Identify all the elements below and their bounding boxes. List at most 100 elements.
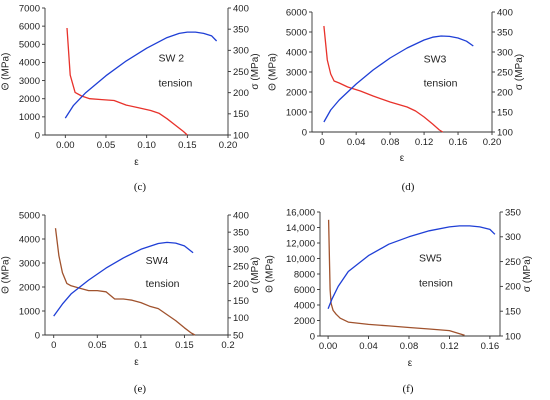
x-tick-label: 0.04 [359,341,378,352]
left-tick-label: 4000 [19,234,40,245]
left-tick-label: 2000 [294,316,315,327]
x-tick-label: 0.15 [178,140,197,151]
x-axis-label: ε [134,357,139,368]
stress-curve [64,31,218,119]
x-tick-label: 0.08 [381,137,400,148]
left-tick-label: 0 [302,127,307,138]
right-tick-label: 200 [233,88,249,99]
right-tick-label: 350 [233,227,249,238]
left-tick-label: 7000 [19,3,40,14]
right-tick-label: 400 [233,3,249,14]
chart-panel-c: 0.00 0.05 0.10 0.15 0.20 0 1000 2000 3000 4000 500… [1,3,261,193]
right-tick-label: 50 [233,330,244,341]
annotation-text: tension [424,77,458,89]
x-tick-label: 0.00 [56,140,75,151]
panel-caption: (d) [402,181,415,193]
annotation-text: SW3 [424,53,447,65]
left-tick-label: 0 [310,331,315,342]
x-tick-label: 0.05 [88,340,107,351]
left-tick-label: 3000 [286,67,307,78]
right-tick-label: 350 [233,24,249,35]
x-tick-label: 0 [51,340,56,351]
annotation-text: SW 2 [158,52,184,64]
right-axis-label: σ (MPa) [250,53,261,89]
stress-curve [323,35,474,123]
right-tick-label: 150 [505,307,521,318]
right-tick-label: 200 [497,87,513,98]
x-tick-label: 0 [320,137,325,148]
left-tick-label: 4000 [19,58,40,69]
right-tick-label: 300 [497,47,513,58]
right-tick-label: 400 [497,7,513,18]
chart-panel-e: 0 0.05 0.1 0.15 0.2 0 1000 2000 3000 4000 5000 50 10… [1,210,261,395]
left-tick-label: 5000 [286,27,307,38]
left-axis-label: Θ (MPa) [1,53,12,91]
annotation-text: tension [146,278,180,290]
annotation-text: tension [419,277,453,289]
right-tick-label: 350 [505,207,521,218]
right-tick-label: 250 [505,257,521,268]
x-axis-label: ε [400,153,405,164]
right-tick-label: 150 [233,296,249,307]
right-tick-label: 100 [497,127,513,138]
x-tick-label: 0.00 [319,341,338,352]
left-tick-label: 16,000 [286,207,315,218]
right-tick-label: 350 [497,27,513,38]
right-tick-label: 400 [233,210,249,221]
x-tick-label: 0.16 [449,137,468,148]
x-tick-label: 0.2 [221,340,234,351]
left-tick-label: 6000 [19,21,40,32]
chart-panel-f: 0.00 0.04 0.08 0.12 0.16 0 2000 4000 6000 8000 10,… [264,207,533,395]
x-tick-label: 0.04 [347,137,366,148]
left-tick-label: 4000 [286,47,307,58]
left-tick-label: 2000 [286,87,307,98]
left-tick-label: 1000 [286,107,307,118]
right-tick-label: 200 [505,282,521,293]
right-tick-label: 300 [505,232,521,243]
left-tick-label: 2000 [19,94,40,105]
left-tick-label: 10,000 [286,254,315,265]
annotation-text: SW5 [419,253,442,265]
right-axis-label: σ (MPa) [514,54,525,90]
left-axis-label: Θ (MPa) [268,53,279,91]
left-tick-label: 1000 [19,306,40,317]
x-axis-label: ε [408,358,413,369]
theta-curve [323,25,444,133]
left-axis-label: Θ (MPa) [1,256,12,294]
right-tick-label: 250 [233,67,249,78]
right-tick-label: 150 [233,109,249,120]
right-tick-label: 150 [497,107,513,118]
left-tick-label: 12,000 [286,238,315,249]
x-tick-label: 0.05 [97,140,116,151]
annotation-text: tension [158,78,192,90]
right-tick-label: 300 [233,245,249,256]
right-axis-label: σ (MPa) [522,256,533,292]
right-axis-label: σ (MPa) [250,257,261,293]
left-tick-label: 5000 [19,210,40,221]
x-tick-label: 0.08 [400,341,419,352]
left-tick-label: 0 [35,130,40,141]
left-tick-label: 3000 [19,76,40,87]
annotation-text: SW4 [146,255,169,267]
right-tick-label: 300 [233,46,249,57]
right-tick-label: 250 [497,67,513,78]
theta-curve [327,219,465,336]
right-tick-label: 100 [233,130,249,141]
right-tick-label: 100 [505,331,521,342]
x-tick-label: 0.12 [440,341,459,352]
panel-caption: (e) [134,383,147,395]
left-tick-label: 3000 [19,258,40,269]
x-tick-label: 0.16 [481,341,500,352]
x-axis-label: ε [134,157,139,168]
x-tick-label: 0.20 [219,140,238,151]
theta-curve [66,27,188,136]
x-tick-label: 0.12 [415,137,434,148]
stress-curve [327,225,496,309]
left-tick-label: 1000 [19,112,40,123]
left-tick-label: 6000 [294,285,315,296]
left-tick-label: 2000 [19,282,40,293]
x-tick-label: 0.1 [134,340,147,351]
chart-panel-d: 0 0.04 0.08 0.12 0.16 0.20 0 1000 2000 3000 4000 50… [268,7,525,193]
left-tick-label: 5000 [19,40,40,51]
